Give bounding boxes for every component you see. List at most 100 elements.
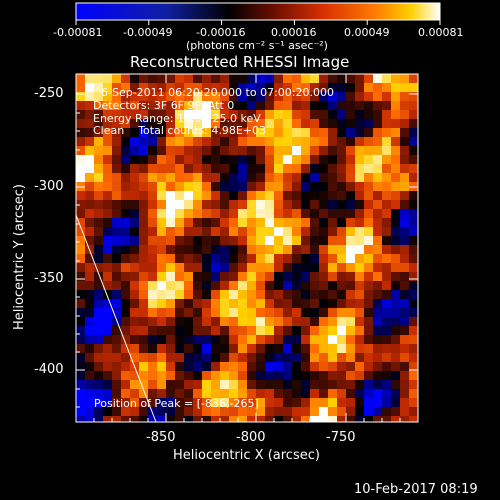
image-pixel — [121, 218, 130, 227]
image-pixel — [166, 416, 175, 422]
image-pixel — [391, 128, 400, 137]
image-pixel — [247, 146, 256, 155]
image-pixel — [130, 209, 139, 218]
image-pixel — [274, 83, 283, 92]
image-pixel — [301, 398, 310, 407]
y-axis-ticks — [76, 93, 418, 408]
image-pixel — [247, 83, 256, 92]
image-pixel — [202, 209, 211, 218]
image-pixel — [130, 353, 139, 362]
image-pixel — [202, 155, 211, 164]
image-pixel — [382, 281, 391, 290]
image-pixel — [319, 92, 328, 101]
image-pixel — [193, 290, 202, 299]
image-pixel — [157, 218, 166, 227]
image-pixel — [256, 227, 265, 236]
image-pixel — [328, 416, 337, 422]
image-pixel — [139, 83, 148, 92]
image-pixel — [130, 290, 139, 299]
image-pixel — [76, 299, 85, 308]
image-pixel — [283, 92, 292, 101]
image-pixel — [283, 335, 292, 344]
image-pixel — [148, 362, 157, 371]
image-pixel — [238, 218, 247, 227]
image-pixel — [166, 128, 175, 137]
image-pixel — [328, 254, 337, 263]
image-pixel — [409, 236, 418, 245]
image-pixel — [301, 371, 310, 380]
image-pixel — [157, 128, 166, 137]
image-pixel — [247, 371, 256, 380]
image-pixel — [220, 380, 229, 389]
image-pixel — [184, 173, 193, 182]
image-pixel — [193, 128, 202, 137]
image-pixel — [130, 128, 139, 137]
image-pixel — [148, 83, 157, 92]
image-pixel — [355, 128, 364, 137]
image-pixel — [211, 200, 220, 209]
image-pixel — [319, 137, 328, 146]
image-pixel — [409, 146, 418, 155]
image-pixel — [112, 263, 121, 272]
image-pixel — [319, 290, 328, 299]
image-pixel — [220, 146, 229, 155]
image-pixel — [112, 389, 121, 398]
image-pixel — [112, 74, 121, 83]
image-pixel — [211, 155, 220, 164]
image-pixel — [121, 290, 130, 299]
image-pixel — [265, 119, 274, 128]
image-pixel — [193, 380, 202, 389]
image-pixel — [292, 308, 301, 317]
image-pixel — [400, 128, 409, 137]
image-pixel — [337, 263, 346, 272]
image-pixel — [274, 308, 283, 317]
image-pixel — [400, 101, 409, 110]
image-pixel — [346, 281, 355, 290]
image-pixel — [229, 299, 238, 308]
image-pixel — [139, 245, 148, 254]
image-pixel — [292, 398, 301, 407]
image-pixel — [166, 326, 175, 335]
image-pixel — [319, 173, 328, 182]
image-pixel — [166, 308, 175, 317]
image-pixel — [256, 83, 265, 92]
image-pixel — [130, 281, 139, 290]
image-pixel — [211, 146, 220, 155]
image-pixel — [157, 191, 166, 200]
image-pixel — [346, 335, 355, 344]
image-pixel — [148, 101, 157, 110]
image-pixel — [274, 299, 283, 308]
image-pixel — [148, 335, 157, 344]
image-pixel — [346, 326, 355, 335]
image-pixel — [139, 191, 148, 200]
image-pixel — [400, 380, 409, 389]
image-pixel — [175, 110, 184, 119]
image-pixel — [166, 371, 175, 380]
image-pixel — [328, 146, 337, 155]
image-pixel — [409, 200, 418, 209]
image-pixel — [364, 74, 373, 83]
image-pixel — [103, 74, 112, 83]
image-pixel — [310, 227, 319, 236]
image-pixel — [121, 263, 130, 272]
image-pixel — [265, 380, 274, 389]
image-pixel — [346, 380, 355, 389]
image-pixel — [76, 173, 85, 182]
y-tick-label: -250 — [34, 86, 64, 101]
image-pixel — [184, 380, 193, 389]
image-pixel — [265, 101, 274, 110]
image-pixel — [85, 128, 94, 137]
image-pixel — [175, 371, 184, 380]
image-pixel — [229, 308, 238, 317]
image-pixel — [94, 155, 103, 164]
image-pixel — [382, 182, 391, 191]
image-pixel — [355, 380, 364, 389]
image-pixel — [184, 191, 193, 200]
image-pixel — [364, 92, 373, 101]
image-pixel — [211, 263, 220, 272]
image-pixel — [391, 227, 400, 236]
image-pixel — [391, 281, 400, 290]
image-pixel — [310, 317, 319, 326]
image-pixel — [103, 137, 112, 146]
